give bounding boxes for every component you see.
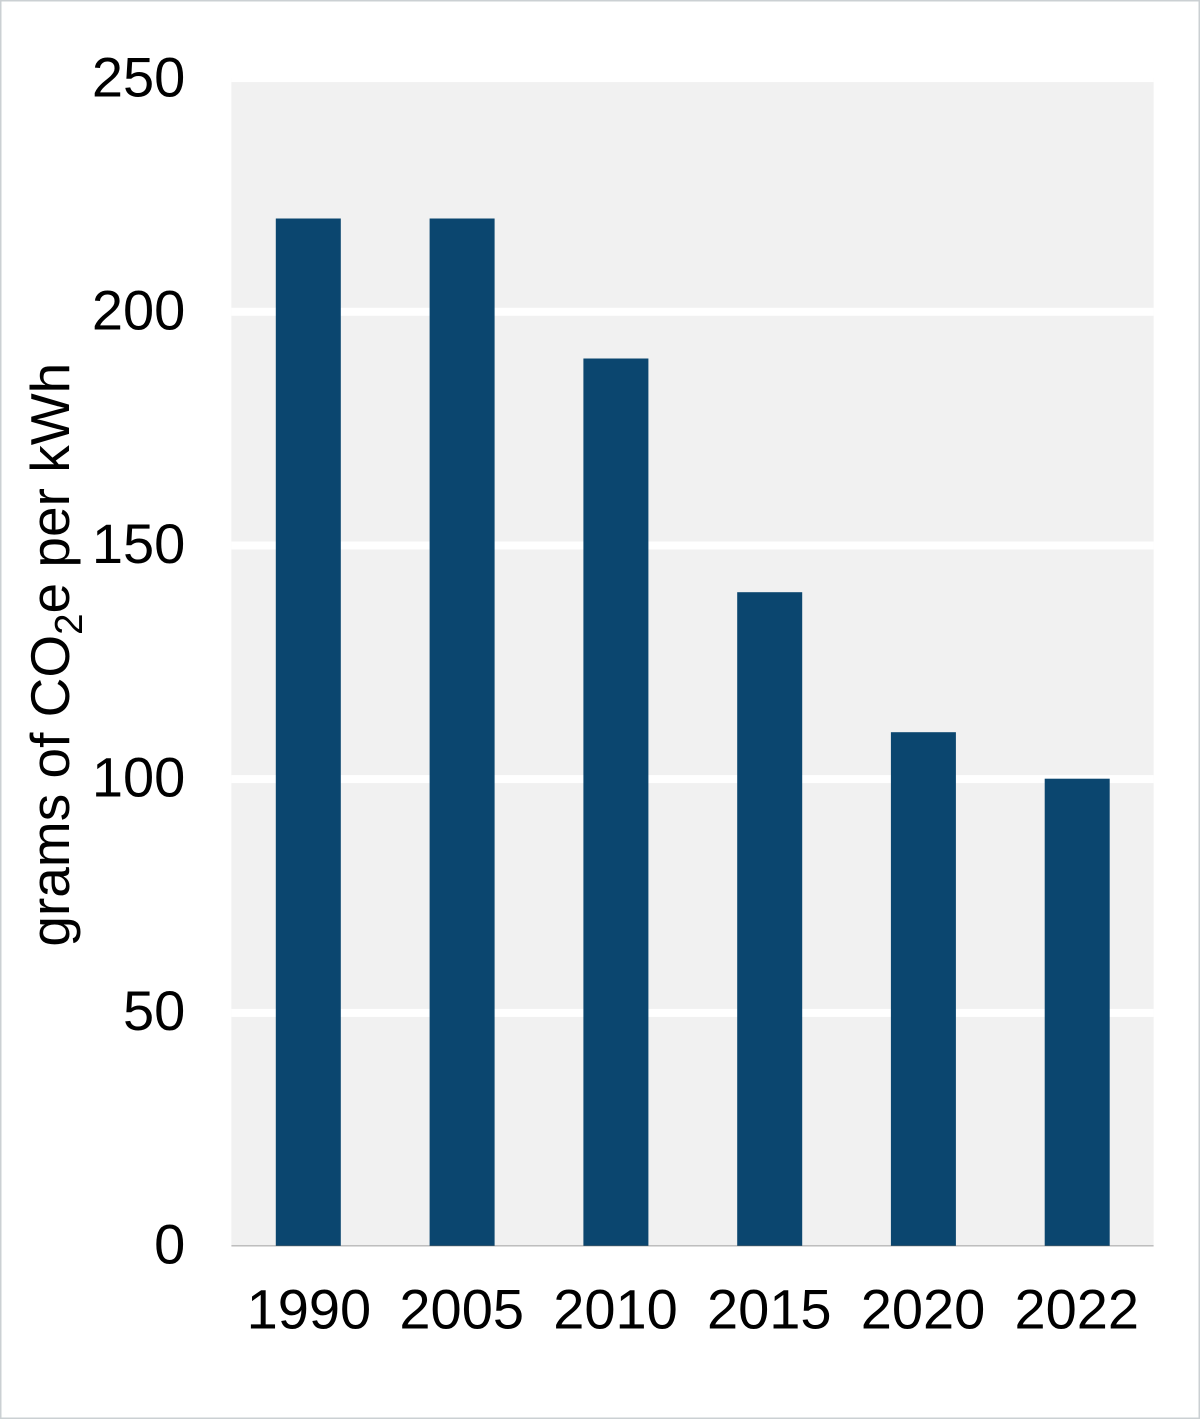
- svg-text:2005: 2005: [399, 1278, 524, 1341]
- svg-text:150: 150: [92, 512, 185, 575]
- svg-text:1990: 1990: [247, 1278, 372, 1341]
- svg-text:200: 200: [92, 279, 185, 342]
- svg-text:2022: 2022: [1015, 1278, 1140, 1341]
- svg-text:grams of CO2e per kWh: grams of CO2e per kWh: [19, 363, 91, 947]
- svg-text:2015: 2015: [707, 1278, 832, 1341]
- svg-text:2010: 2010: [553, 1278, 678, 1341]
- svg-text:100: 100: [92, 746, 185, 809]
- svg-text:2020: 2020: [861, 1278, 986, 1341]
- svg-text:250: 250: [92, 45, 185, 108]
- svg-text:0: 0: [154, 1213, 185, 1276]
- svg-text:50: 50: [123, 979, 185, 1042]
